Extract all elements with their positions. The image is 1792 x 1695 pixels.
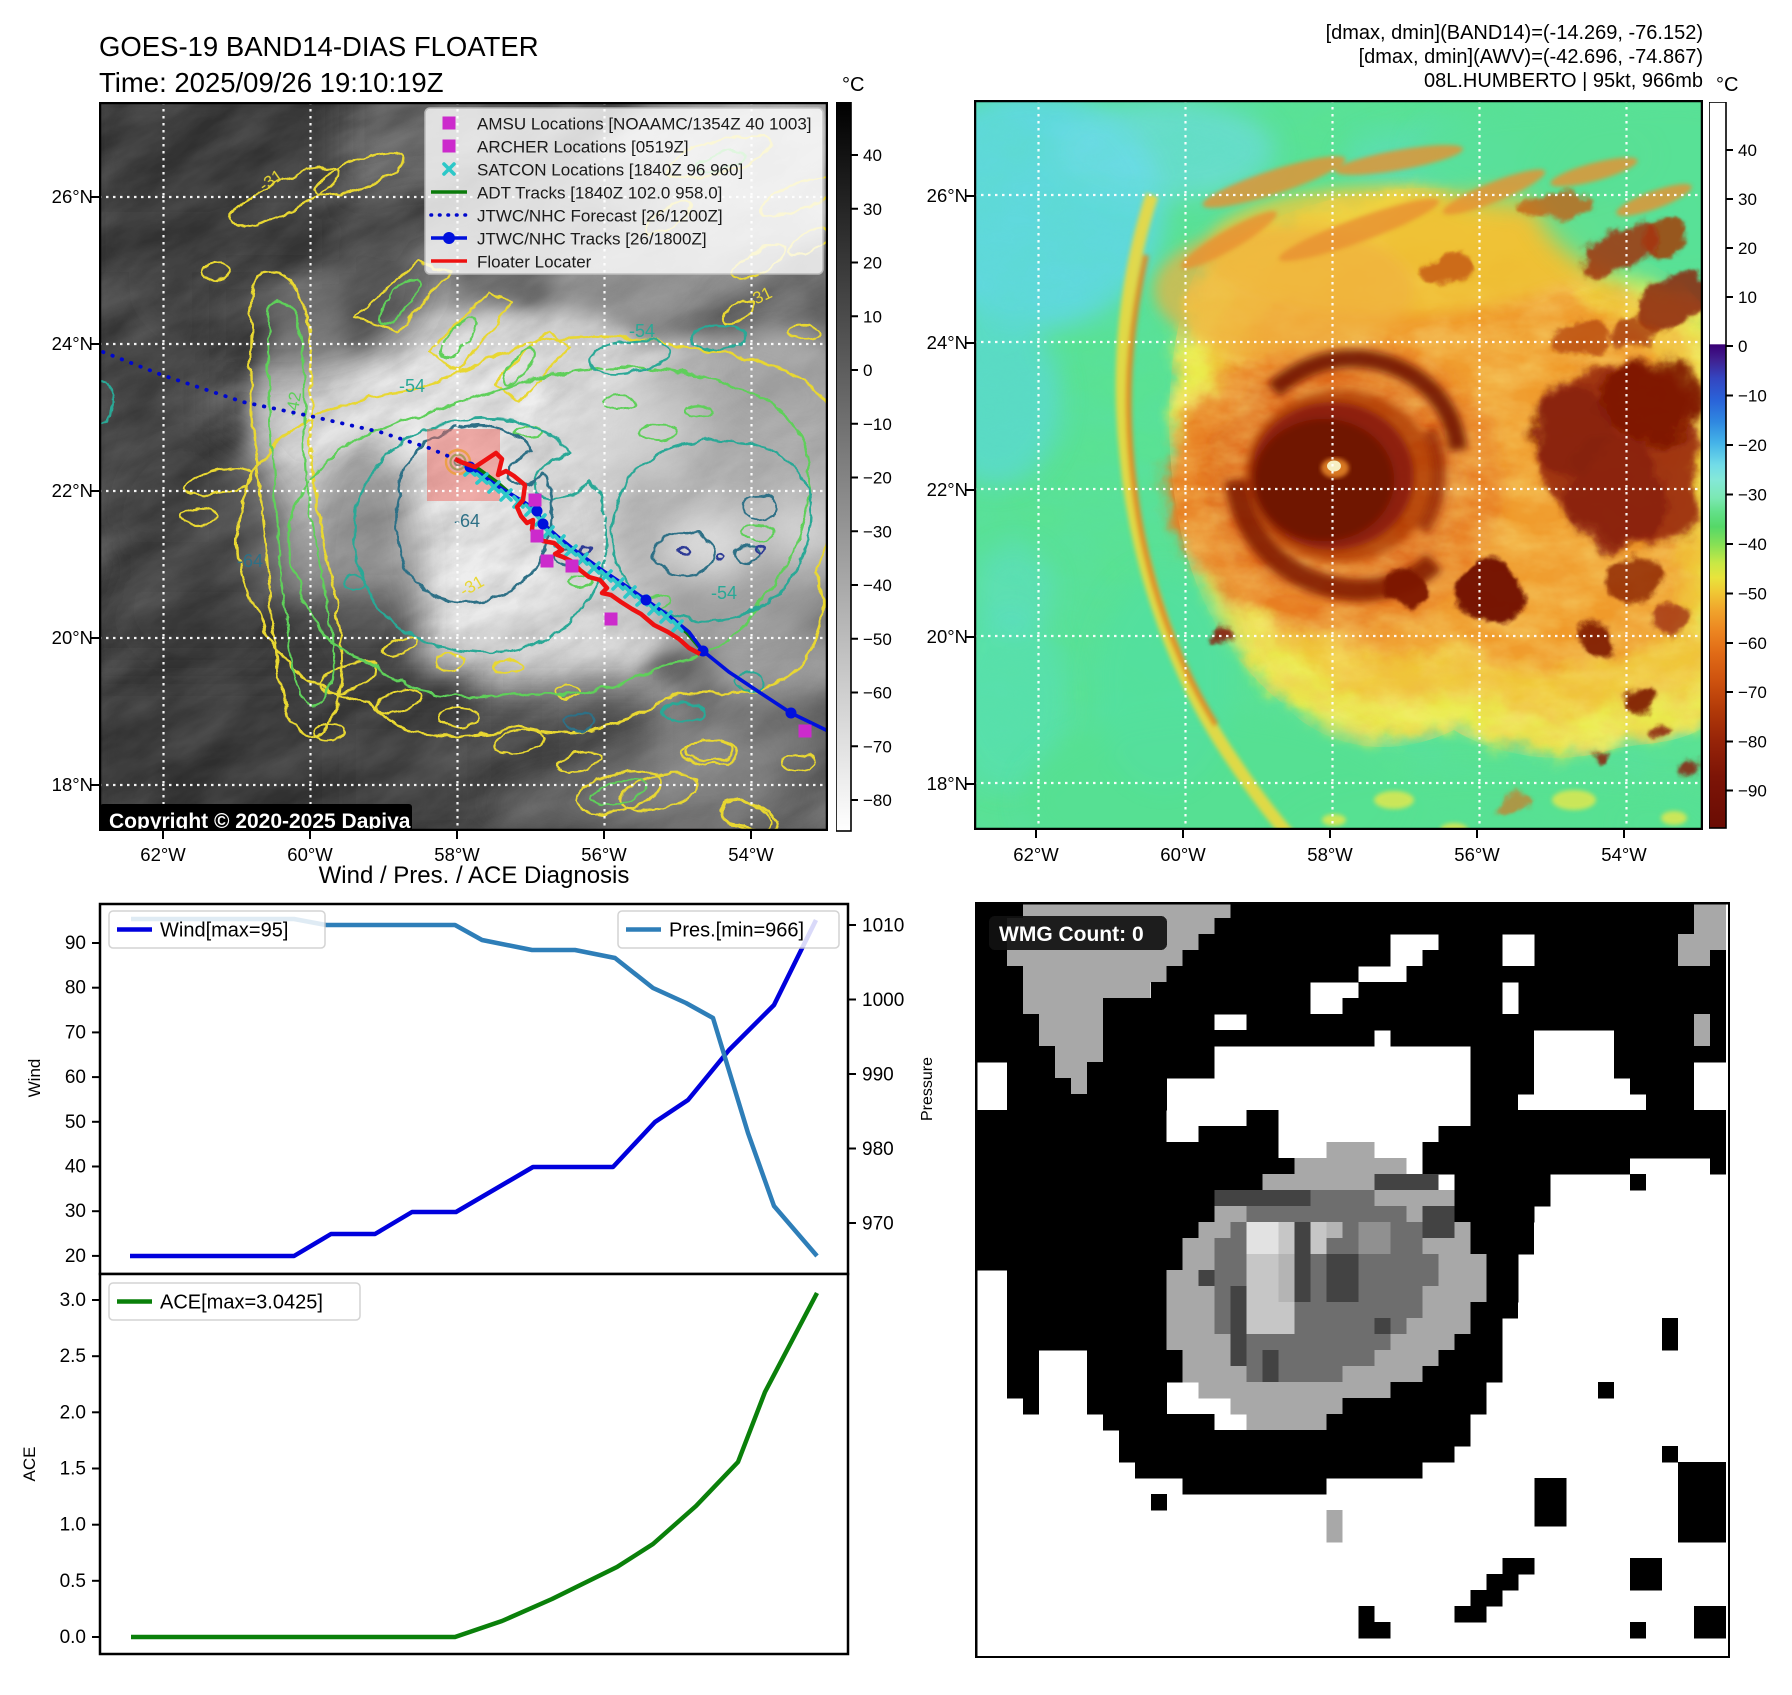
svg-text:20: 20 xyxy=(65,1246,86,1267)
svg-text:30: 30 xyxy=(863,200,882,219)
svg-text:-42: -42 xyxy=(282,390,305,418)
svg-text:1010: 1010 xyxy=(862,916,904,937)
svg-text:80: 80 xyxy=(65,978,86,999)
svg-text:0.5: 0.5 xyxy=(60,1571,86,1592)
svg-text:Wind[max=95]: Wind[max=95] xyxy=(160,920,288,942)
svg-text:Copyright © 2020-2025 Dapiya: Copyright © 2020-2025 Dapiya xyxy=(109,810,411,831)
svg-text:980: 980 xyxy=(862,1139,894,1160)
svg-text:-54: -54 xyxy=(711,583,737,603)
svg-text:−50: −50 xyxy=(1738,585,1767,604)
svg-text:0.0: 0.0 xyxy=(60,1627,86,1648)
svg-text:−30: −30 xyxy=(1738,486,1767,505)
svg-text:50: 50 xyxy=(65,1112,86,1133)
svg-text:60: 60 xyxy=(65,1067,86,1088)
svg-text:-54: -54 xyxy=(629,321,655,341)
svg-text:SATCON Locations [1840Z 96 960: SATCON Locations [1840Z 96 960] xyxy=(477,161,743,180)
svg-text:40: 40 xyxy=(863,146,882,165)
svg-text:ACE[max=3.0425]: ACE[max=3.0425] xyxy=(160,1292,323,1314)
svg-text:20: 20 xyxy=(1738,239,1757,258)
svg-text:20: 20 xyxy=(863,254,882,273)
svg-text:10: 10 xyxy=(1738,288,1757,307)
svg-text:Pres.[min=966]: Pres.[min=966] xyxy=(669,920,804,942)
svg-text:30: 30 xyxy=(1738,190,1757,209)
svg-text:Pressure: Pressure xyxy=(919,1057,936,1121)
svg-text:40: 40 xyxy=(65,1157,86,1178)
svg-text:1.0: 1.0 xyxy=(60,1515,86,1536)
svg-text:JTWC/NHC Tracks [26/1800Z]: JTWC/NHC Tracks [26/1800Z] xyxy=(477,230,707,249)
svg-text:ARCHER Locations [0519Z]: ARCHER Locations [0519Z] xyxy=(477,138,689,157)
svg-text:−80: −80 xyxy=(863,791,892,810)
svg-text:WMG Count: 0: WMG Count: 0 xyxy=(999,923,1144,946)
svg-text:Wind: Wind xyxy=(25,1059,44,1098)
svg-text:2.0: 2.0 xyxy=(60,1402,86,1423)
svg-text:−20: −20 xyxy=(863,469,892,488)
svg-text:−40: −40 xyxy=(863,576,892,595)
svg-text:−10: −10 xyxy=(863,415,892,434)
svg-text:JTWC/NHC Forecast [26/1200Z]: JTWC/NHC Forecast [26/1200Z] xyxy=(477,207,723,226)
svg-text:Wind / Pres. / ACE Diagnosis: Wind / Pres. / ACE Diagnosis xyxy=(319,862,630,889)
svg-text:ACE: ACE xyxy=(20,1447,39,1482)
svg-text:AMSU Locations [NOAAMC/1354Z 4: AMSU Locations [NOAAMC/1354Z 40 1003] xyxy=(477,115,812,134)
svg-text:1000: 1000 xyxy=(862,990,904,1011)
svg-text:−90: −90 xyxy=(1738,782,1767,801)
svg-text:970: 970 xyxy=(862,1214,894,1235)
svg-text:-54: -54 xyxy=(399,376,425,396)
svg-text:−80: −80 xyxy=(1738,733,1767,752)
svg-text:ADT Tracks [1840Z 102.0 958.0]: ADT Tracks [1840Z 102.0 958.0] xyxy=(477,184,722,203)
svg-text:30: 30 xyxy=(65,1201,86,1222)
svg-text:990: 990 xyxy=(862,1065,894,1086)
svg-text:−10: −10 xyxy=(1738,387,1767,406)
svg-text:2.5: 2.5 xyxy=(60,1346,86,1367)
svg-text:10: 10 xyxy=(863,307,882,326)
svg-text:0: 0 xyxy=(863,361,872,380)
svg-text:−40: −40 xyxy=(1738,535,1767,554)
svg-text:-64: -64 xyxy=(454,511,480,531)
svg-text:−70: −70 xyxy=(863,737,892,756)
svg-text:−20: −20 xyxy=(1738,436,1767,455)
svg-text:90: 90 xyxy=(65,933,86,954)
svg-text:40: 40 xyxy=(1738,141,1757,160)
svg-text:−70: −70 xyxy=(1738,683,1767,702)
svg-text:−30: −30 xyxy=(863,522,892,541)
svg-text:-64: -64 xyxy=(237,551,263,571)
svg-text:3.0: 3.0 xyxy=(60,1290,86,1311)
svg-text:−60: −60 xyxy=(1738,634,1767,653)
svg-text:70: 70 xyxy=(65,1022,86,1043)
svg-text:0: 0 xyxy=(1738,337,1747,356)
svg-text:1.5: 1.5 xyxy=(60,1459,86,1480)
svg-text:−60: −60 xyxy=(863,684,892,703)
svg-text:Floater Locater: Floater Locater xyxy=(477,253,592,272)
svg-text:−50: −50 xyxy=(863,630,892,649)
